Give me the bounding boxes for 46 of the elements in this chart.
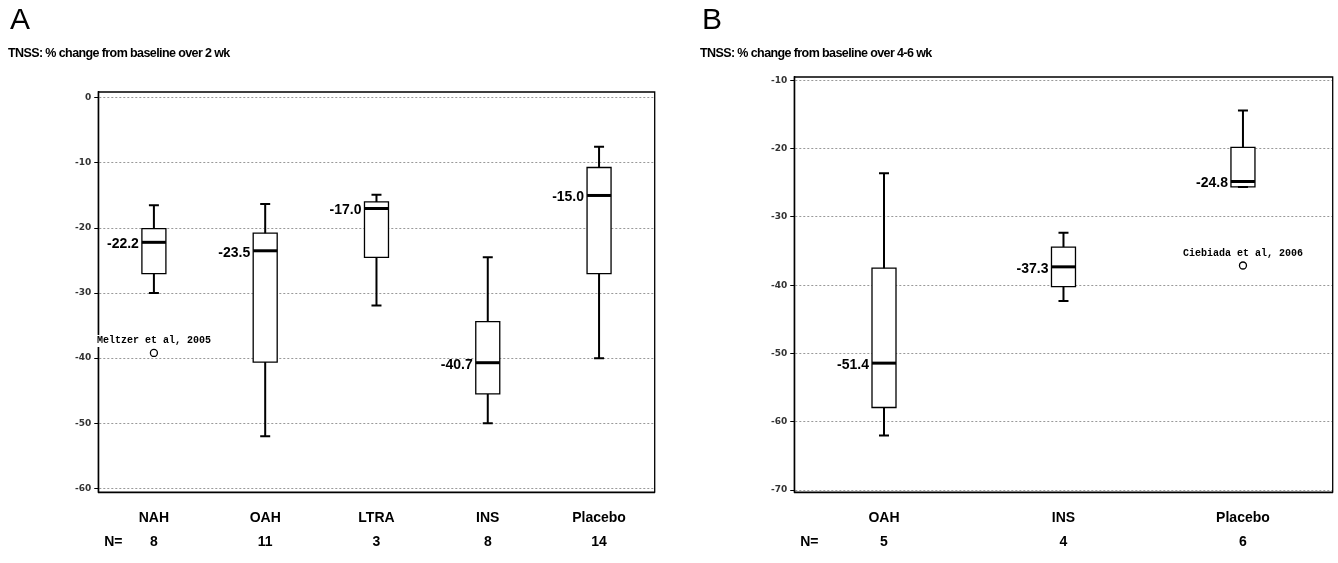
text: -23.5 (218, 243, 251, 260)
x-tick-label: INS (476, 509, 500, 526)
y-tick-label: -40 (770, 279, 788, 290)
y-tick-label: -30 (770, 211, 788, 222)
y-tick-label: -10 (74, 157, 92, 168)
chart-title: B (702, 2, 723, 36)
annotation: Meltzer et al, 2005 (96, 335, 211, 347)
y-tick-label: -20 (770, 143, 788, 154)
text: 5 (880, 533, 889, 550)
chart-title: A (10, 2, 31, 36)
x-tick-label: OAH (249, 509, 281, 526)
y-tick-label: -70 (770, 484, 788, 495)
annotation: Ciebiada et al, 2006 (1182, 247, 1303, 259)
chart-subtitle: TNSS: % change from baseline over 2 wk (8, 46, 230, 60)
text: 6 (1239, 533, 1248, 550)
x-tick-label: OAH (868, 509, 900, 526)
text: 11 (257, 533, 273, 550)
x-tick-label: LTRA (358, 509, 395, 526)
text: -22.2 (106, 235, 139, 252)
text: -17.0 (329, 201, 362, 218)
x-tick-label: NAH (138, 509, 170, 526)
text: N= (104, 533, 123, 550)
y-tick-label: -50 (770, 347, 788, 358)
y-tick-label: -20 (74, 222, 92, 233)
y-tick-label: -40 (74, 352, 92, 363)
x-tick-label: INS (1051, 509, 1076, 526)
y-tick-label: -60 (74, 482, 92, 493)
text: -37.3 (1016, 259, 1049, 276)
y-tick-label: -30 (74, 287, 92, 298)
text: -24.8 (1196, 174, 1228, 191)
x-tick-label: Placebo (572, 509, 626, 526)
text: 8 (150, 533, 159, 550)
text: -15.0 (552, 188, 585, 205)
y-tick-label: 0 (84, 92, 92, 103)
text: 14 (591, 533, 608, 550)
text: 8 (483, 533, 492, 550)
y-tick-label: -10 (770, 74, 788, 85)
chart-subtitle: TNSS: % change from baseline over 4-6 wk (700, 46, 932, 60)
text: 4 (1059, 533, 1068, 550)
text: 3 (372, 533, 381, 550)
y-tick-label: -60 (770, 416, 788, 427)
y-tick-label: -50 (74, 417, 92, 428)
x-tick-label: Placebo (1216, 509, 1270, 526)
text: N= (800, 533, 819, 550)
text: -51.4 (837, 355, 869, 372)
text: -40.7 (440, 355, 473, 372)
